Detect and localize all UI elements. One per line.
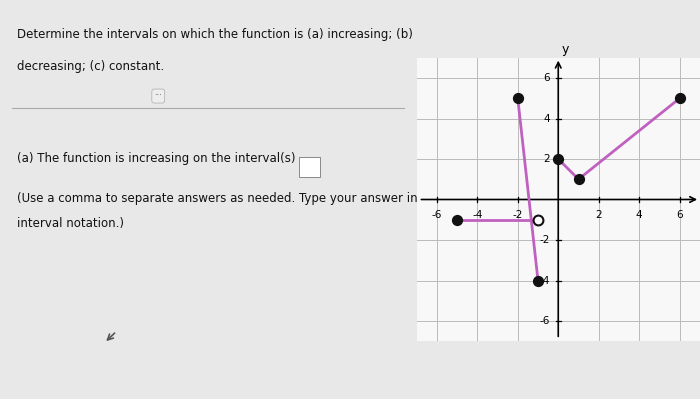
Text: Determine the intervals on which the function is (a) increasing; (b): Determine the intervals on which the fun… bbox=[17, 28, 412, 41]
Point bbox=[553, 156, 564, 162]
Text: -2: -2 bbox=[512, 209, 523, 219]
Text: decreasing; (c) constant.: decreasing; (c) constant. bbox=[17, 60, 164, 73]
Text: 4: 4 bbox=[543, 113, 550, 124]
Text: -6: -6 bbox=[540, 316, 550, 326]
Point bbox=[573, 176, 584, 182]
Text: 6: 6 bbox=[543, 73, 550, 83]
Text: (Use a comma to separate answers as needed. Type your answer in: (Use a comma to separate answers as need… bbox=[17, 192, 417, 205]
Point bbox=[533, 277, 544, 284]
Point bbox=[512, 95, 524, 101]
Text: ···: ··· bbox=[154, 91, 162, 101]
Bar bbox=[299, 157, 320, 177]
Point bbox=[674, 95, 685, 101]
Text: -6: -6 bbox=[432, 209, 442, 219]
Text: (a) The function is increasing on the interval(s): (a) The function is increasing on the in… bbox=[17, 152, 295, 165]
Text: -2: -2 bbox=[540, 235, 550, 245]
Text: -4: -4 bbox=[472, 209, 482, 219]
Point bbox=[533, 217, 544, 223]
Text: interval notation.): interval notation.) bbox=[17, 217, 124, 231]
Text: 6: 6 bbox=[676, 209, 683, 219]
Text: y: y bbox=[561, 43, 568, 56]
Point bbox=[452, 217, 463, 223]
Text: -4: -4 bbox=[540, 275, 550, 286]
Text: 2: 2 bbox=[596, 209, 602, 219]
Text: 4: 4 bbox=[636, 209, 643, 219]
Text: 2: 2 bbox=[543, 154, 550, 164]
